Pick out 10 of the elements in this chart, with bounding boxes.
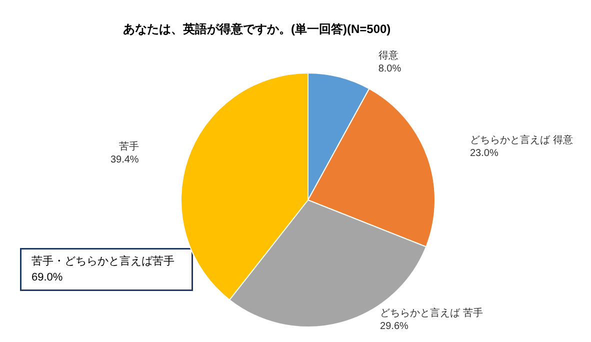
slice-label: 得意 bbox=[378, 49, 398, 62]
data-label: 23.0% bbox=[470, 148, 498, 160]
data-label: 29.6% bbox=[380, 321, 408, 332]
data-label: 8.0% bbox=[378, 63, 402, 74]
slice-label: どちらかと言えば 得意 bbox=[470, 134, 573, 146]
slice-label: どちらかと言えば 苦手 bbox=[380, 307, 483, 319]
slice-label: 苦手 bbox=[118, 140, 139, 153]
data-label: 39.4% bbox=[110, 154, 139, 166]
chart-title: あなたは、英語が得意ですか。(単一回答)(N=500) bbox=[123, 22, 391, 36]
text: 苦手・どちらかと言えば苦手 69.0% bbox=[32, 254, 174, 284]
